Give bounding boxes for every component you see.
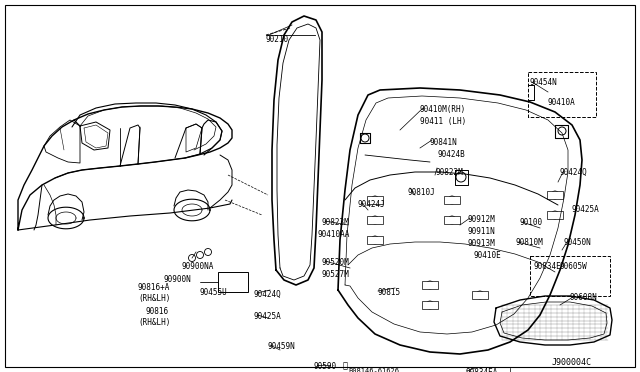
Bar: [547, 211, 563, 219]
Circle shape: [371, 196, 379, 204]
Text: 90410AA: 90410AA: [318, 230, 350, 239]
Text: 90815: 90815: [377, 288, 400, 297]
Circle shape: [448, 216, 456, 224]
Bar: [528, 72, 596, 117]
Circle shape: [426, 281, 434, 289]
Text: 90410A: 90410A: [548, 98, 576, 107]
Text: 90816: 90816: [145, 307, 168, 316]
Circle shape: [371, 236, 379, 244]
Circle shape: [558, 127, 566, 135]
Bar: [367, 216, 383, 224]
Bar: [422, 281, 438, 289]
Text: 90100: 90100: [520, 218, 543, 227]
Text: 90823M: 90823M: [322, 218, 349, 227]
Text: 90912M: 90912M: [468, 215, 496, 224]
Text: 90810M: 90810M: [516, 238, 544, 247]
Text: 90454N: 90454N: [530, 78, 557, 87]
Text: 90911N: 90911N: [468, 227, 496, 236]
Text: 90834E: 90834E: [533, 262, 561, 271]
Circle shape: [551, 191, 559, 199]
Text: 90424J: 90424J: [358, 200, 386, 209]
Circle shape: [426, 301, 434, 309]
Text: 90450N: 90450N: [564, 238, 592, 247]
Bar: [367, 196, 383, 204]
Text: 90410E: 90410E: [474, 251, 502, 260]
Circle shape: [205, 248, 211, 256]
Text: 90455U: 90455U: [200, 288, 228, 297]
Text: 90425A: 90425A: [254, 312, 282, 321]
Text: 90410M(RH): 90410M(RH): [420, 105, 467, 114]
Text: 90834EA: 90834EA: [465, 368, 497, 372]
Bar: [472, 291, 488, 299]
Text: 90424Q: 90424Q: [254, 290, 282, 299]
Text: 90411 (LH): 90411 (LH): [420, 117, 467, 126]
Bar: [547, 191, 563, 199]
Text: 90210: 90210: [265, 35, 288, 44]
Text: B08146-61626: B08146-61626: [348, 368, 399, 372]
Text: 90424B: 90424B: [438, 150, 466, 159]
Text: 90900NA: 90900NA: [182, 262, 214, 271]
Bar: [444, 196, 460, 204]
Circle shape: [371, 216, 379, 224]
Text: 90816+A: 90816+A: [138, 283, 170, 292]
Bar: [422, 301, 438, 309]
Text: 90913M: 90913M: [468, 239, 496, 248]
Text: (RH&LH): (RH&LH): [138, 294, 170, 303]
Bar: [367, 236, 383, 244]
Text: 90424Q: 90424Q: [560, 168, 588, 177]
Circle shape: [456, 172, 466, 182]
Text: 90605W: 90605W: [560, 262, 588, 271]
Circle shape: [551, 211, 559, 219]
Circle shape: [476, 291, 484, 299]
Circle shape: [189, 254, 195, 262]
Text: (RH&LH): (RH&LH): [138, 318, 170, 327]
Text: 90459N: 90459N: [268, 342, 296, 351]
Bar: [530, 256, 610, 296]
Text: 90841N: 90841N: [430, 138, 458, 147]
Text: 90527M: 90527M: [322, 270, 349, 279]
Text: J900004C: J900004C: [552, 358, 592, 367]
Text: 90608N: 90608N: [570, 293, 598, 302]
Text: 90520M: 90520M: [322, 258, 349, 267]
Bar: [444, 216, 460, 224]
Text: 90425A: 90425A: [572, 205, 600, 214]
Text: 90900N: 90900N: [163, 275, 191, 284]
Text: Ⓑ: Ⓑ: [342, 362, 348, 371]
Circle shape: [196, 251, 204, 259]
Circle shape: [361, 134, 369, 142]
Bar: [218, 272, 248, 292]
Text: 90810J: 90810J: [408, 188, 436, 197]
Text: 90590: 90590: [314, 362, 337, 371]
Circle shape: [448, 196, 456, 204]
Text: 90822M: 90822M: [435, 168, 463, 177]
